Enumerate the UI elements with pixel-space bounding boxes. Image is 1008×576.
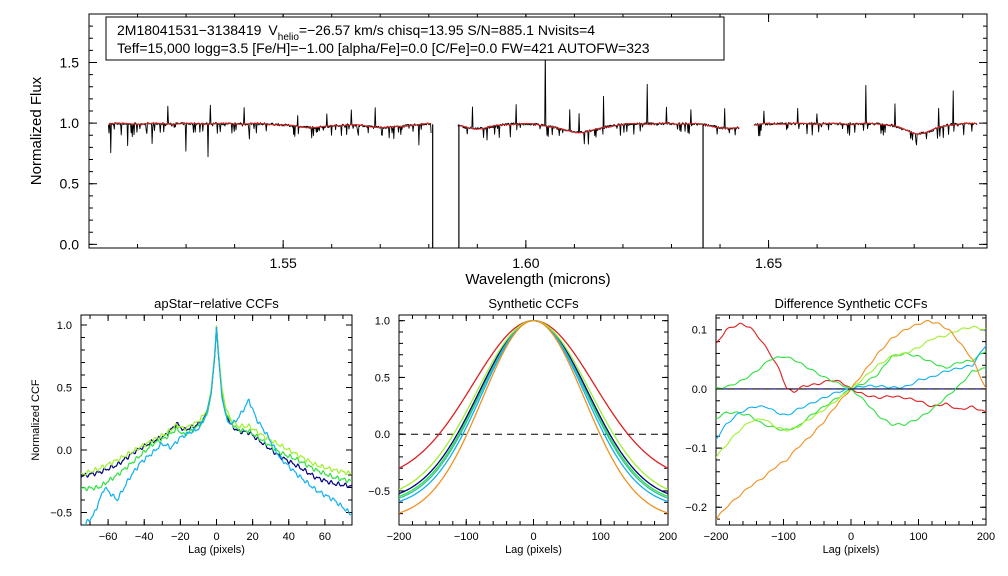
info-star-id: 2M18041531−3138419 <box>117 22 262 38</box>
x-tick-label: 1.65 <box>755 255 782 271</box>
x-tick-label: 0 <box>530 531 536 543</box>
plot-area <box>399 320 668 514</box>
x-tick-label: 0 <box>848 531 854 543</box>
ccf-panel-difference: −200 −100 0 100 200 −0.2 −0.1 0.0 0.1 Difference … <box>685 296 995 556</box>
x-tick-label: −200 <box>387 531 412 543</box>
x-tick-label: −100 <box>454 531 479 543</box>
chart-title: apStar−relative CCFs <box>154 296 279 311</box>
plot-area <box>81 325 352 525</box>
y-tick-label: 0.0 <box>375 429 390 441</box>
ccf-panel-synthetic: −200 −100 0 100 200 −0.5 0.0 0.5 1.0 Synthetic CC… <box>368 296 677 556</box>
ccf-line-cyan <box>84 326 352 525</box>
x-tick-label: −40 <box>135 531 154 543</box>
model-spectrum-seg-2 <box>753 122 978 135</box>
y-tick-label: 0.0 <box>692 384 707 396</box>
plot-frame <box>88 13 988 249</box>
info-vhelio-rest: =−26.57 km/s chisq=13.95 S/N=885.1 Nvisi… <box>299 22 595 38</box>
y-tick-label: −0.1 <box>685 443 707 455</box>
ccf-panel-apstar: −60 −40 −20 0 20 40 60 −0.5 0.0 0.5 1.0 apStar−rela… <box>30 296 353 556</box>
info-vhelio-subscript: helio <box>278 32 300 43</box>
y-tick-label: 0.5 <box>57 382 72 394</box>
y-tick-label: 0.5 <box>60 176 80 192</box>
info-vhelio-symbol: V <box>268 22 278 38</box>
y-tick-label: 1.5 <box>60 54 80 70</box>
x-axis-label: Lag (pixels) <box>505 544 562 556</box>
y-tick-label: 1.0 <box>375 316 390 328</box>
x-tick-label: 40 <box>283 531 295 543</box>
x-tick-label: −20 <box>171 531 190 543</box>
y-tick-label: 0.0 <box>57 445 72 457</box>
observed-spectrum-seg-2 <box>753 84 978 146</box>
info-line-2: Teff=15,000 logg=3.5 [Fe/H]=−1.00 [alpha… <box>117 40 650 56</box>
y-tick-label: 0.0 <box>60 236 80 252</box>
x-tick-label: 0 <box>213 531 219 543</box>
y-axis-label: Normalized CCF <box>30 379 42 461</box>
x-tick-label: 1.55 <box>270 255 297 271</box>
y-tick-label: 0.1 <box>692 325 707 337</box>
ccf-line-lime <box>81 325 352 476</box>
chart-title: Difference Synthetic CCFs <box>775 296 928 311</box>
info-box: 2M18041531−3138419 Vhelio=−26.57 km/s chi… <box>105 16 725 61</box>
x-axis-label: Lag (pixels) <box>823 544 880 556</box>
info-line-1: 2M18041531−3138419 Vhelio=−26.57 km/s chi… <box>117 22 595 43</box>
model-spectrum-seg-0 <box>108 122 432 129</box>
plot-area <box>107 47 978 248</box>
x-tick-label: 60 <box>319 531 331 543</box>
y-tick-label: −0.5 <box>50 507 72 519</box>
spectrum-panel: 1.55 1.60 1.65 0.0 0.5 1.0 1.5 Wavelength (micr… <box>28 13 988 288</box>
x-tick-label: −60 <box>99 531 118 543</box>
x-tick-label: 200 <box>977 531 995 543</box>
x-tick-label: −200 <box>704 531 729 543</box>
synthetic-ccf-orange <box>399 320 668 514</box>
info-box-frame <box>105 16 725 61</box>
x-axis-label: Wavelength (microns) <box>465 271 610 288</box>
plot-area <box>716 319 986 521</box>
x-tick-label: 1.60 <box>512 255 539 271</box>
x-tick-label: 200 <box>659 531 677 543</box>
chart-title: Synthetic CCFs <box>488 296 579 311</box>
x-tick-label: −100 <box>771 531 796 543</box>
x-tick-label: 100 <box>592 531 610 543</box>
y-tick-label: −0.5 <box>368 486 390 498</box>
y-tick-label: 0.5 <box>375 372 390 384</box>
x-tick-label: 100 <box>909 531 927 543</box>
y-tick-label: 1.0 <box>60 115 80 131</box>
y-tick-label: 1.0 <box>57 320 72 332</box>
model-spectrum-seg-1 <box>457 122 740 134</box>
y-tick-label: −0.2 <box>685 502 707 514</box>
y-axis-label: Normalized Flux <box>28 76 45 185</box>
x-tick-label: 20 <box>247 531 259 543</box>
x-axis-label: Lag (pixels) <box>188 544 245 556</box>
